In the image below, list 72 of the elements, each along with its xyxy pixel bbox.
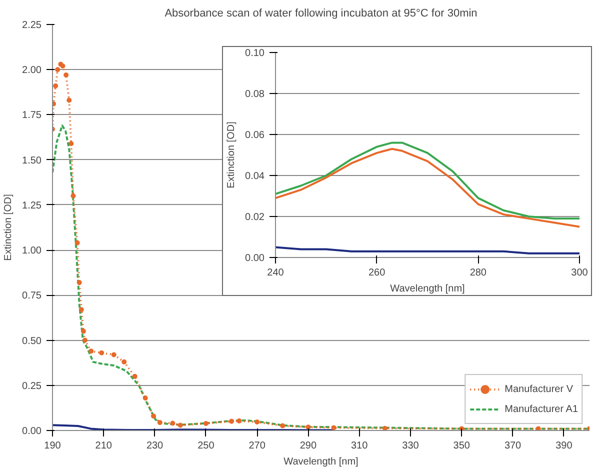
point	[55, 67, 60, 72]
point	[53, 83, 58, 88]
x-tick-label: 350	[453, 440, 470, 452]
point	[76, 280, 82, 286]
point	[52, 101, 56, 106]
point	[80, 328, 86, 334]
point	[157, 420, 162, 426]
x-tick-label: 190	[44, 440, 62, 452]
point	[68, 141, 74, 146]
y-tick-label: 0.25	[22, 380, 42, 392]
legend-label: Manufacturer V	[504, 384, 573, 394]
point	[178, 422, 183, 428]
point	[142, 396, 148, 401]
y-tick-label: 0.08	[245, 89, 265, 100]
point	[203, 420, 208, 426]
point	[229, 418, 234, 424]
x-tick-label: 250	[198, 440, 215, 452]
y-tick-label: 1.50	[22, 155, 42, 166]
point	[78, 307, 84, 312]
point	[82, 338, 88, 343]
point	[74, 240, 80, 246]
point	[99, 350, 104, 356]
point	[170, 420, 176, 426]
x-tick-label: 390	[556, 440, 573, 452]
y-tick-label: 0.04	[245, 171, 265, 182]
x-tick-label: 240	[267, 268, 284, 278]
y-axis-title: Extinction [OD]	[226, 121, 238, 188]
line-series	[276, 246, 580, 254]
point	[151, 414, 156, 419]
y-tick-label: 0.75	[22, 290, 42, 302]
point	[70, 193, 76, 198]
y-tick-label: 0.50	[22, 336, 42, 347]
point	[132, 374, 138, 379]
y-tick-label: 0.02	[245, 212, 265, 223]
x-tick-label: 310	[351, 440, 368, 452]
x-axis-title: Wavelength [nm]	[390, 284, 466, 294]
x-tick-label: 230	[146, 440, 164, 452]
y-tick-label: 1.25	[22, 200, 42, 212]
point	[382, 426, 388, 430]
y-tick-label: 2.00	[22, 65, 42, 76]
legend-label: Manufacturer A1	[504, 404, 578, 414]
line-series	[276, 142, 580, 220]
point	[66, 98, 72, 103]
y-tick-label: 2.25	[22, 20, 42, 31]
point	[122, 359, 127, 364]
point	[88, 348, 94, 354]
y-tick-label: 0.06	[245, 130, 265, 141]
y-tick-label: 0.00	[22, 426, 42, 437]
y-tick-label: 0.00	[245, 253, 265, 264]
x-tick-label: 280	[470, 268, 487, 278]
x-axis-title: Wavelength [nm]	[284, 456, 359, 468]
y-axis-title: Extinction [OD]	[3, 194, 14, 261]
x-tick-label: 210	[95, 440, 112, 452]
x-tick-label: 290	[300, 440, 317, 452]
point	[236, 418, 242, 424]
y-tick-label: 1.75	[22, 110, 42, 122]
point	[254, 420, 260, 425]
x-tick-label: 330	[402, 440, 420, 452]
point	[331, 425, 336, 430]
x-tick-label: 260	[368, 268, 386, 278]
y-tick-label: 0.10	[245, 48, 265, 59]
point	[306, 424, 311, 430]
point	[111, 352, 116, 358]
point	[64, 72, 69, 78]
point	[280, 423, 286, 428]
line-series	[276, 148, 580, 228]
x-tick-label: 270	[248, 440, 266, 452]
chart-title: Absorbance scan of water following incubaton at 95°C for 30min	[164, 8, 478, 20]
point	[536, 426, 541, 430]
x-tick-label: 300	[571, 268, 588, 278]
x-tick-label: 370	[504, 440, 522, 452]
y-tick-label: 1.00	[22, 246, 42, 257]
